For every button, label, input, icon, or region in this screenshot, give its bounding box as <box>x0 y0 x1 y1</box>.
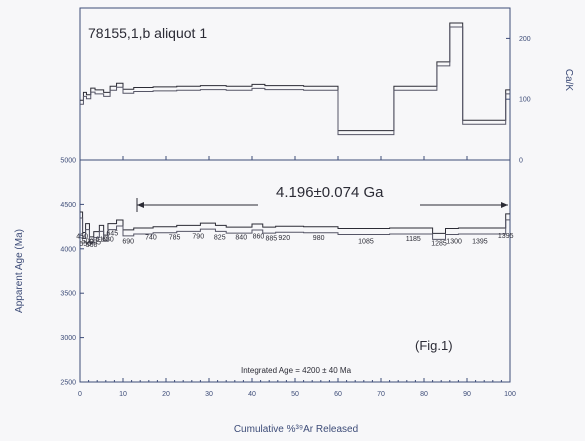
temperature-label: 1395 <box>472 238 488 245</box>
top-y-axis-label: Ca/K <box>563 69 574 92</box>
bottom-y-tick-label: 4500 <box>60 202 76 209</box>
temperature-label: 1085 <box>358 238 374 245</box>
bottom-y-tick-label: 5000 <box>60 158 76 165</box>
x-tick-label: 40 <box>248 391 256 398</box>
temperature-label: 630 <box>102 236 114 243</box>
figure-label: (Fig.1) <box>415 338 453 353</box>
x-tick-label: 70 <box>377 391 385 398</box>
x-tick-label: 0 <box>78 391 82 398</box>
top-y-tick-label: 0 <box>519 158 523 165</box>
temperature-label: 1395 <box>498 233 514 240</box>
top-right-axis: 0 100 200 <box>506 36 531 165</box>
x-axis: 0 10 20 30 40 50 60 70 80 90 100 <box>78 156 516 398</box>
temperature-label: 1185 <box>406 236 421 243</box>
temperature-label: 1285 <box>431 241 447 248</box>
temperature-label: 645 <box>106 230 118 237</box>
x-tick-label: 30 <box>205 391 213 398</box>
x-tick-label: 10 <box>119 391 127 398</box>
x-tick-label: 100 <box>504 391 516 398</box>
plateau-arrow-right <box>501 202 508 208</box>
top-y-tick-label: 100 <box>519 97 531 104</box>
x-tick-label: 60 <box>334 391 342 398</box>
temperature-label: 450 <box>76 234 88 241</box>
bottom-y-tick-label: 4000 <box>60 246 76 253</box>
sample-title: 78155,1,b aliquot 1 <box>88 25 207 41</box>
temperature-label: 790 <box>192 234 204 241</box>
temperature-label: 500 <box>82 238 94 245</box>
bottom-y-axis-label: Apparent Age (Ma) <box>14 229 25 313</box>
bottom-left-axis: 2500 3000 3500 4000 4500 5000 <box>60 158 84 387</box>
age-lower-envelope <box>80 217 510 244</box>
bottom-y-tick-label: 3000 <box>60 335 76 342</box>
integrated-age-label: Integrated Age = 4200 ± 40 Ma <box>241 366 352 375</box>
x-tick-label: 20 <box>162 391 170 398</box>
x-tick-label: 80 <box>420 391 428 398</box>
ca-k-spectrum <box>80 22 510 136</box>
ca-k-lower-envelope <box>80 26 510 136</box>
temperature-label: 885 <box>266 235 278 242</box>
top-y-tick-label: 200 <box>519 36 531 43</box>
temperature-label: 980 <box>313 235 325 242</box>
x-axis-label: Cumulative %³⁹Ar Released <box>234 424 358 435</box>
temperature-label: 690 <box>122 238 134 245</box>
plateau-arrow-left <box>137 202 144 208</box>
x-tick-label: 90 <box>463 391 471 398</box>
temperature-label: 785 <box>169 234 181 241</box>
temperature-label: 840 <box>235 234 247 241</box>
temperature-label: 860 <box>253 234 265 241</box>
x-tick-label: 50 <box>291 391 299 398</box>
temperature-label: 610 <box>96 236 108 243</box>
temperature-label: 920 <box>278 235 290 242</box>
bottom-y-tick-label: 2500 <box>60 380 76 387</box>
plateau-age-label: 4.196±0.074 Ga <box>276 184 384 201</box>
age-spectrum <box>80 211 510 244</box>
temperature-label: 740 <box>145 234 157 241</box>
age-upper-envelope <box>80 211 510 238</box>
temperature-label: 560 <box>86 242 98 249</box>
temperature-label: 1300 <box>446 238 462 245</box>
bottom-y-tick-label: 3500 <box>60 291 76 298</box>
temperature-label: 595 <box>89 239 101 246</box>
temperature-label: 550 <box>79 241 91 248</box>
temperature-label: 825 <box>214 234 226 241</box>
